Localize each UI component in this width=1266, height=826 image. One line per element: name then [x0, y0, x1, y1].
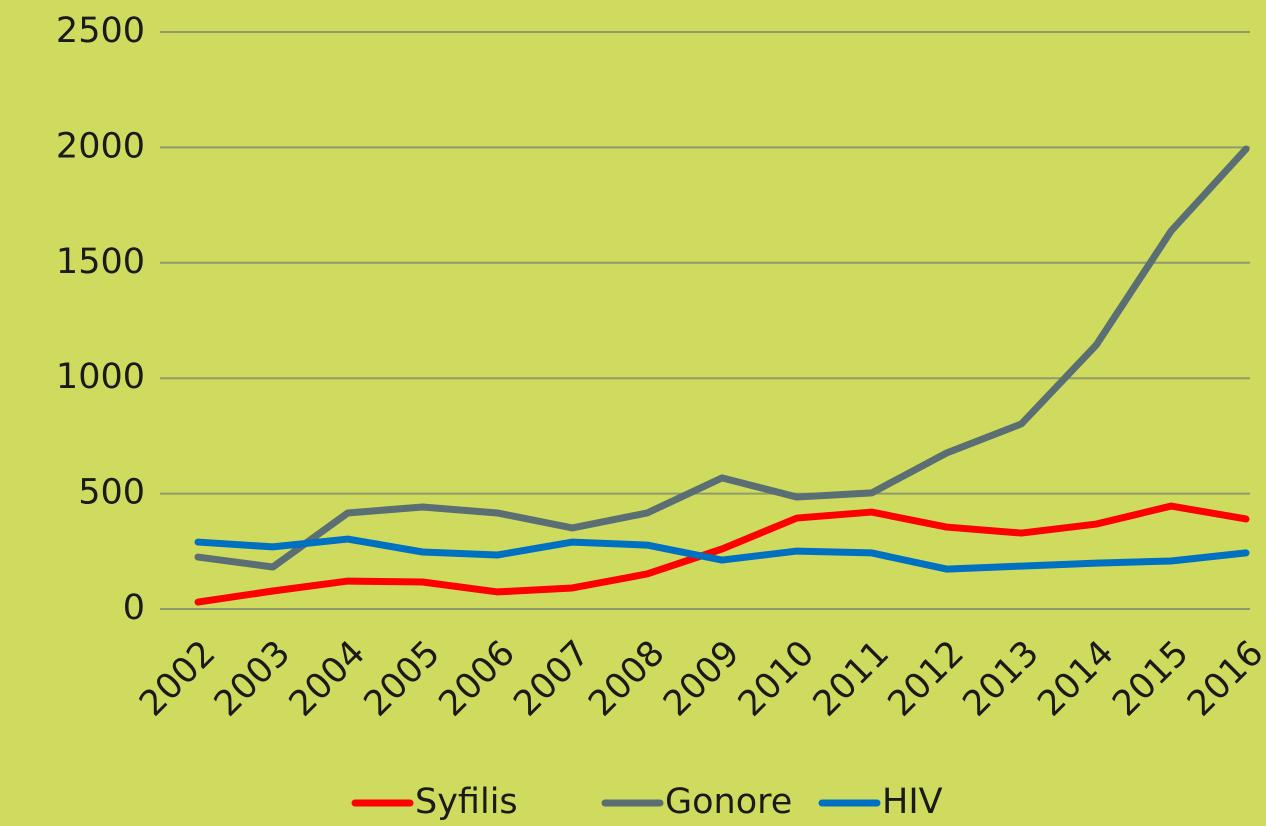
x-tick-label: 2006 [432, 633, 523, 724]
x-tick-label: 2010 [731, 633, 822, 724]
y-tick-label: 1500 [56, 242, 145, 282]
y-tick-label: 2000 [56, 126, 145, 166]
y-tick-label: 0 [123, 588, 145, 628]
x-tick-label: 2008 [581, 633, 672, 724]
x-tick-label: 2014 [1030, 633, 1121, 724]
y-tick-label: 2500 [56, 11, 145, 51]
x-tick-label: 2005 [357, 633, 448, 724]
x-tick-label: 2016 [1180, 633, 1266, 724]
x-tick-label: 2002 [132, 633, 223, 724]
x-tick-label: 2015 [1105, 633, 1196, 724]
y-tick-label: 500 [78, 473, 145, 513]
x-tick-label: 2013 [956, 633, 1047, 724]
x-tick-label: 2007 [506, 633, 597, 724]
x-tick-label: 2011 [806, 633, 897, 724]
line-series [194, 145, 1250, 571]
x-tick-label: 2003 [207, 633, 298, 724]
line-series [194, 535, 1250, 573]
y-tick-label: 1000 [56, 357, 145, 397]
legend-label: Gonore [665, 782, 792, 822]
legend-label: HIV [882, 782, 943, 822]
legend-label: Syfilis [415, 782, 518, 822]
x-tick-label: 2012 [881, 633, 972, 724]
x-tick-label: 2009 [656, 633, 747, 724]
x-tick-label: 2004 [282, 633, 373, 724]
line-series [194, 502, 1250, 606]
